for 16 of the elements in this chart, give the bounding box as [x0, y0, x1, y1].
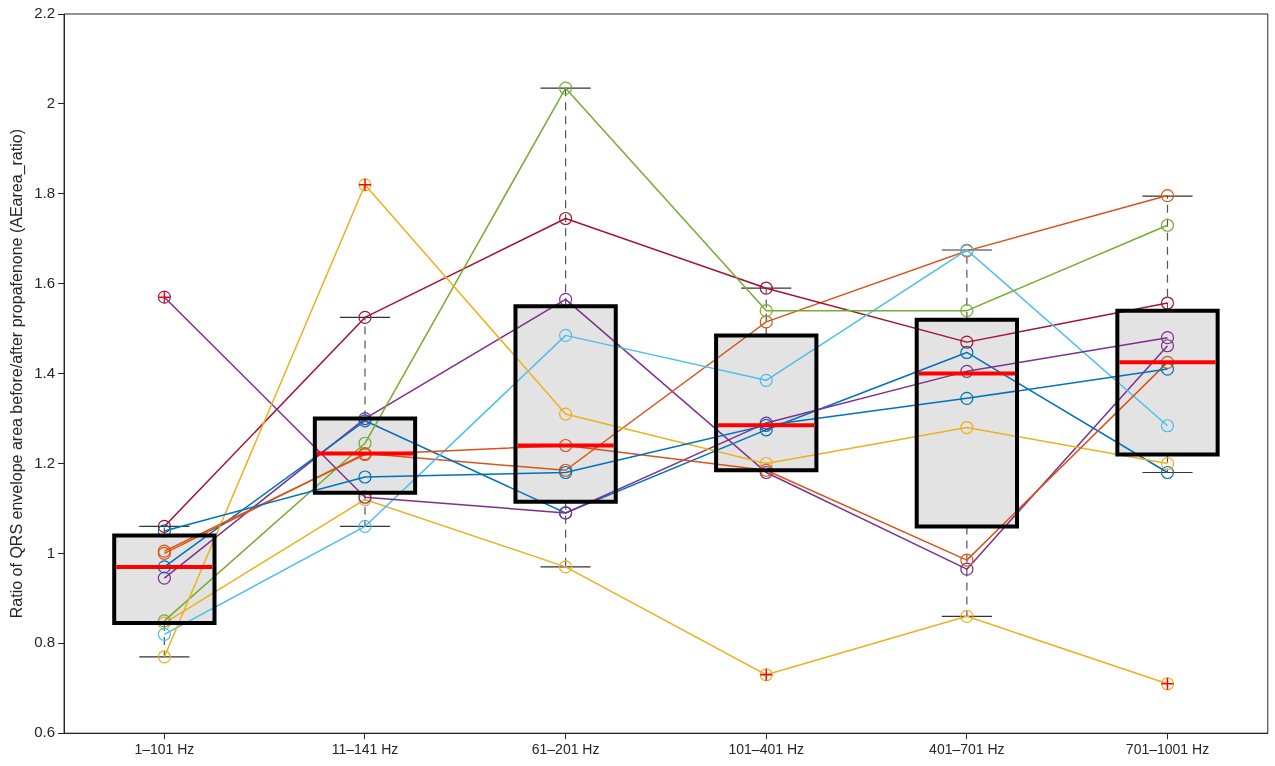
x-tick-label: 11–141 Hz — [331, 741, 399, 758]
y-tick-label: 2.2 — [34, 4, 56, 22]
y-tick-label: 1.2 — [34, 453, 56, 471]
y-axis-title: Ratio of QRS envelope area before/after propafenone (AEarea_ratio) — [8, 129, 27, 619]
y-tick-label: 1 — [46, 543, 56, 561]
x-tick-label: 701–1001 Hz — [1125, 741, 1210, 758]
x-tick-label: 401–701 Hz — [929, 741, 1005, 758]
y-tick-label: 0.8 — [34, 633, 56, 651]
y-tick-label: 0.6 — [34, 723, 56, 741]
y-tick-label: 1.4 — [34, 363, 56, 381]
x-tick-label: 1–101 Hz — [134, 741, 195, 758]
x-tick-label: 61–201 Hz — [531, 741, 600, 758]
y-tick-label: 1.6 — [34, 273, 56, 291]
y-tick-label: 2 — [46, 94, 56, 112]
x-tick-label: 101–401 Hz — [728, 741, 804, 758]
y-tick-label: 1.8 — [34, 183, 56, 201]
